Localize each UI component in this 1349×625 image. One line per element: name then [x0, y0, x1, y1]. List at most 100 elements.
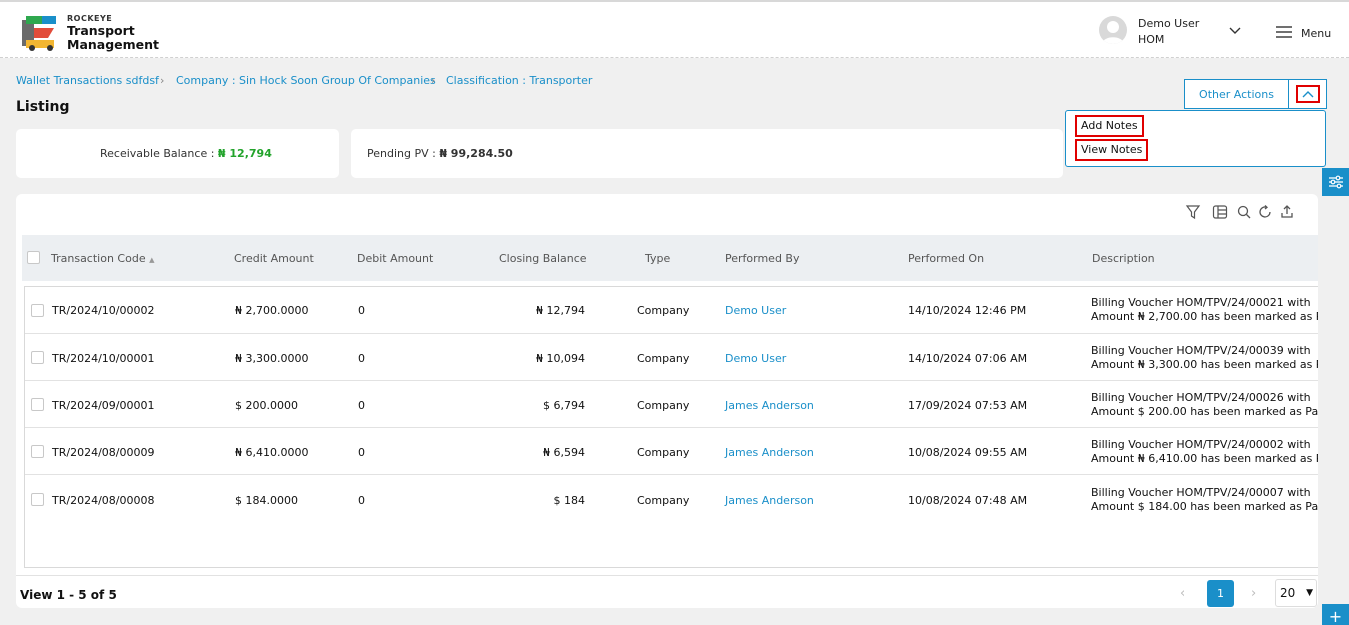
- pending-pv: Pending PV : ₦ 99,284.50: [367, 147, 513, 160]
- credit-amount: ₦ 3,300.0000: [235, 352, 309, 365]
- page-title: Listing: [16, 99, 70, 115]
- view-notes-menu-item[interactable]: View Notes: [1075, 139, 1149, 161]
- user-name[interactable]: Demo User: [1138, 17, 1200, 30]
- chevron-down-icon[interactable]: [1228, 24, 1242, 38]
- performed-by-link[interactable]: Demo User: [725, 304, 787, 317]
- table-row[interactable]: TR/2024/08/00009 ₦ 6,410.0000 0 ₦ 6,594 …: [25, 428, 1318, 475]
- app-header: ROCKEYE Transport Management Demo User H…: [0, 0, 1349, 58]
- performed-on: 14/10/2024 07:06 AM: [908, 352, 1028, 365]
- sort-icon[interactable]: ▲: [149, 256, 155, 264]
- divider: [16, 575, 1318, 576]
- select-all-checkbox[interactable]: [27, 251, 40, 264]
- menu-button[interactable]: Menu: [1301, 27, 1332, 40]
- credit-amount: $ 184.0000: [235, 494, 298, 507]
- add-button[interactable]: +: [1322, 604, 1349, 625]
- columns-icon[interactable]: [1212, 204, 1228, 220]
- page-1-button[interactable]: 1: [1207, 580, 1234, 607]
- performed-by-link[interactable]: Demo User: [725, 352, 787, 365]
- refresh-icon[interactable]: [1257, 204, 1273, 220]
- transaction-code: TR/2024/08/00008: [52, 494, 155, 507]
- search-icon[interactable]: [1236, 204, 1252, 220]
- row-checkbox[interactable]: [31, 398, 44, 411]
- page-size-select[interactable]: 20 ▼: [1275, 579, 1317, 607]
- performed-on: 10/08/2024 09:55 AM: [908, 446, 1028, 459]
- brand-line-2: Management: [67, 37, 160, 52]
- table-row[interactable]: TR/2024/10/00001 ₦ 3,300.0000 0 ₦ 10,094…: [25, 334, 1318, 381]
- rockeye-logo: [22, 16, 56, 51]
- column-closing-balance[interactable]: Closing Balance: [499, 252, 587, 265]
- pending-pv-label: Pending PV :: [367, 147, 440, 160]
- description-line-2: Amount ₦ 6,410.00 has been marked as Pai…: [1091, 452, 1318, 465]
- performed-on: 17/09/2024 07:53 AM: [908, 399, 1028, 412]
- transaction-code: TR/2024/09/00001: [52, 399, 155, 412]
- add-icon: +: [1328, 606, 1343, 625]
- chevron-up-icon: [1302, 91, 1313, 98]
- table-body: TR/2024/10/00002 ₦ 2,700.0000 0 ₦ 12,794…: [24, 286, 1318, 568]
- type: Company: [637, 494, 690, 507]
- transaction-code: TR/2024/10/00002: [52, 304, 155, 317]
- transaction-code: TR/2024/08/00009: [52, 446, 155, 459]
- credit-amount: ₦ 6,410.0000: [235, 446, 309, 459]
- transaction-code: TR/2024/10/00001: [52, 352, 155, 365]
- user-avatar[interactable]: [1099, 16, 1127, 44]
- user-org: HOM: [1138, 33, 1165, 46]
- page-size-value: 20: [1280, 586, 1296, 600]
- type: Company: [637, 399, 690, 412]
- row-checkbox[interactable]: [31, 445, 44, 458]
- debit-amount: 0: [358, 304, 365, 317]
- filter-icon[interactable]: [1185, 204, 1201, 220]
- breadcrumb-wallet-transactions[interactable]: Wallet Transactions sdfdsf: [16, 74, 159, 87]
- hamburger-menu-icon[interactable]: [1276, 25, 1292, 39]
- description: Billing Voucher HOM/TPV/24/00007 with Am…: [1091, 486, 1318, 514]
- column-label: Transaction Code: [51, 252, 146, 265]
- table-row[interactable]: TR/2024/08/00008 $ 184.0000 0 $ 184 Comp…: [25, 475, 1318, 522]
- row-checkbox[interactable]: [31, 351, 44, 364]
- avatar-icon: [1102, 21, 1124, 44]
- closing-balance: $ 184: [553, 494, 586, 507]
- pending-pv-value: ₦ 99,284.50: [439, 147, 513, 160]
- breadcrumb-separator-icon: ›: [431, 74, 436, 87]
- previous-page-button[interactable]: ‹: [1180, 586, 1186, 601]
- breadcrumb-classification[interactable]: Classification : Transporter: [446, 74, 593, 87]
- performed-on: 10/08/2024 07:48 AM: [908, 494, 1028, 507]
- other-actions-toggle[interactable]: [1289, 79, 1327, 109]
- performed-by-link[interactable]: James Anderson: [725, 399, 814, 412]
- description-line-2: Amount ₦ 3,300.00 has been marked as Pai…: [1091, 358, 1318, 371]
- breadcrumb-company[interactable]: Company : Sin Hock Soon Group Of Compani…: [176, 74, 436, 87]
- description: Billing Voucher HOM/TPV/24/00026 with Am…: [1091, 391, 1318, 419]
- receivable-balance: Receivable Balance : ₦ 12,794: [100, 147, 272, 160]
- column-performed-by[interactable]: Performed By: [725, 252, 800, 265]
- description-line-1: Billing Voucher HOM/TPV/24/00021 with: [1091, 296, 1311, 309]
- performed-on: 14/10/2024 12:46 PM: [908, 304, 1027, 317]
- column-description[interactable]: Description: [1092, 252, 1155, 265]
- next-page-button[interactable]: ›: [1251, 586, 1257, 601]
- export-icon[interactable]: [1279, 204, 1295, 220]
- type: Company: [637, 352, 690, 365]
- row-checkbox[interactable]: [31, 493, 44, 506]
- debit-amount: 0: [358, 494, 365, 507]
- table-row[interactable]: TR/2024/09/00001 $ 200.0000 0 $ 6,794 Co…: [25, 381, 1318, 428]
- brand-name-small: ROCKEYE: [67, 14, 113, 23]
- column-credit-amount[interactable]: Credit Amount: [234, 252, 314, 265]
- column-type[interactable]: Type: [645, 252, 671, 265]
- other-actions-button[interactable]: Other Actions: [1184, 79, 1289, 109]
- row-checkbox[interactable]: [31, 304, 44, 317]
- column-transaction-code[interactable]: Transaction Code ▲: [51, 252, 154, 265]
- column-debit-amount[interactable]: Debit Amount: [357, 252, 434, 265]
- other-actions-dropdown: Add Notes View Notes: [1065, 110, 1326, 167]
- receivable-balance-label: Receivable Balance :: [100, 147, 218, 160]
- description-line-2: Amount $ 184.00 has been marked as Paid.: [1091, 500, 1318, 513]
- add-notes-menu-item[interactable]: Add Notes: [1075, 115, 1144, 137]
- table-row[interactable]: TR/2024/10/00002 ₦ 2,700.0000 0 ₦ 12,794…: [25, 287, 1318, 334]
- settings-sliders-button[interactable]: [1322, 168, 1349, 196]
- column-performed-on[interactable]: Performed On: [908, 252, 985, 265]
- table-header: Transaction Code ▲ Credit Amount Debit A…: [22, 235, 1318, 281]
- description: Billing Voucher HOM/TPV/24/00021 with Am…: [1091, 296, 1318, 324]
- credit-amount: ₦ 2,700.0000: [235, 304, 309, 317]
- performed-by-link[interactable]: James Anderson: [725, 446, 814, 459]
- type: Company: [637, 446, 690, 459]
- description-line-1: Billing Voucher HOM/TPV/24/00002 with: [1091, 438, 1311, 451]
- performed-by-link[interactable]: James Anderson: [725, 494, 814, 507]
- credit-amount: $ 200.0000: [235, 399, 298, 412]
- description: Billing Voucher HOM/TPV/24/00039 with Am…: [1091, 344, 1318, 372]
